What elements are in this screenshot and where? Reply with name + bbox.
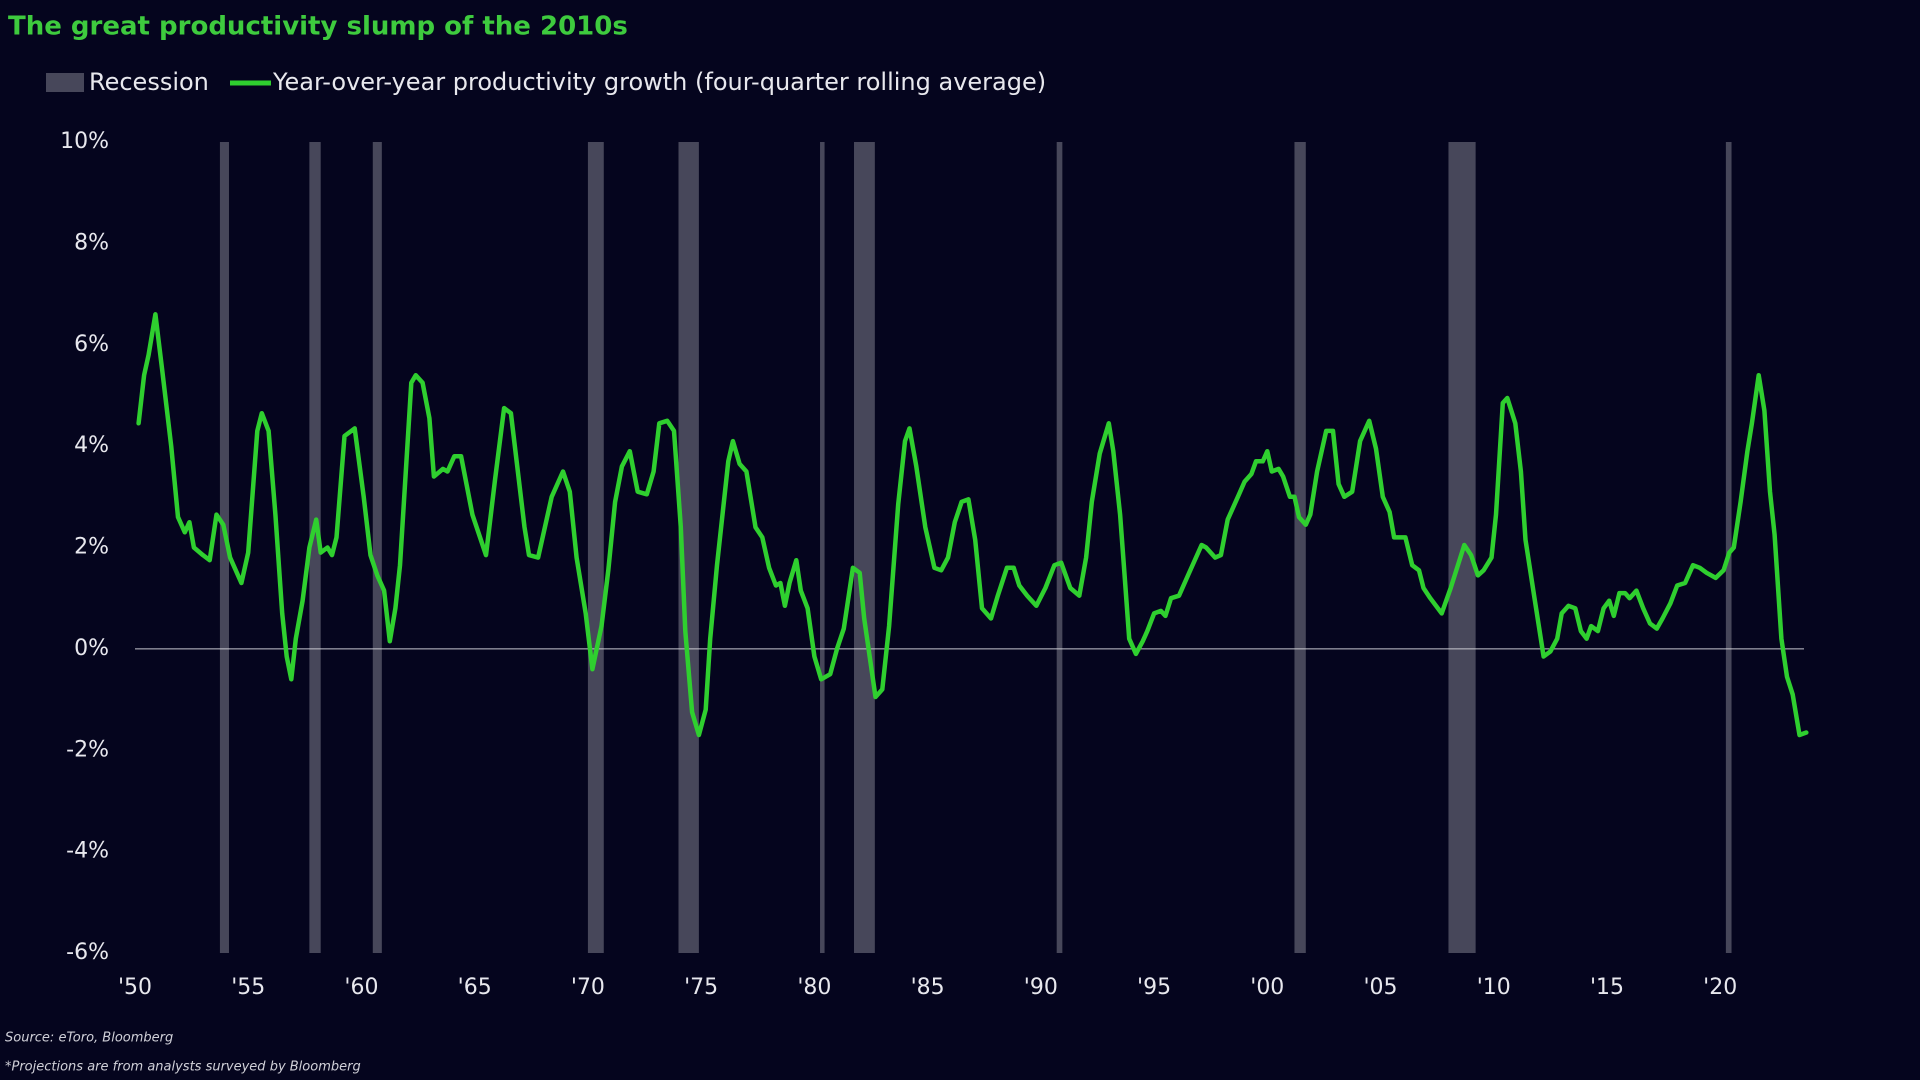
y-tick-label: 10% bbox=[60, 129, 109, 154]
y-tick-label: 0% bbox=[74, 636, 109, 661]
legend-swatch-recession bbox=[46, 73, 84, 92]
note: *Projections are from analysts surveyed … bbox=[5, 1060, 361, 1075]
x-tick-label: '10 bbox=[1477, 975, 1511, 1000]
recession-band bbox=[1725, 142, 1732, 953]
recession-band bbox=[678, 142, 699, 953]
x-tick-label: '50 bbox=[118, 975, 152, 1000]
y-tick-label: 2% bbox=[74, 535, 109, 560]
y-tick-label: -4% bbox=[66, 839, 109, 864]
recession-band bbox=[309, 142, 321, 953]
x-tick-label: '80 bbox=[797, 975, 831, 1000]
x-tick-label: '65 bbox=[458, 975, 492, 1000]
data-line bbox=[136, 312, 1809, 738]
recession-band bbox=[1056, 142, 1063, 953]
x-tick-label: '55 bbox=[231, 975, 265, 1000]
x-tick-label: '20 bbox=[1703, 975, 1737, 1000]
x-tick-label: '70 bbox=[571, 975, 605, 1000]
chart-title: The great productivity slump of the 2010… bbox=[8, 12, 628, 42]
recession-band bbox=[587, 142, 604, 953]
y-tick-label: 6% bbox=[74, 332, 109, 357]
source: Source: eToro, Bloomberg bbox=[5, 1031, 173, 1046]
x-tick-label: '00 bbox=[1250, 975, 1284, 1000]
recession-band bbox=[219, 142, 229, 953]
x-tick-label: '75 bbox=[684, 975, 718, 1000]
y-tick-label: -6% bbox=[66, 940, 109, 965]
y-tick-label: 4% bbox=[74, 433, 109, 458]
x-tick-label: '90 bbox=[1024, 975, 1058, 1000]
y-tick-label: -2% bbox=[66, 737, 109, 762]
recession-band bbox=[820, 142, 825, 953]
recession-band bbox=[372, 142, 382, 953]
x-tick-label: '15 bbox=[1590, 975, 1624, 1000]
recession-band bbox=[1294, 142, 1306, 953]
recession-band bbox=[854, 142, 875, 953]
legend-label: Year-over-year productivity growth (four… bbox=[272, 68, 1046, 96]
x-tick-label: '60 bbox=[344, 975, 378, 1000]
x-tick-label: '85 bbox=[911, 975, 945, 1000]
y-tick-label: 8% bbox=[74, 230, 109, 255]
x-tick-label: '05 bbox=[1363, 975, 1397, 1000]
x-tick-label: '95 bbox=[1137, 975, 1171, 1000]
legend-label: Recession bbox=[89, 68, 209, 96]
